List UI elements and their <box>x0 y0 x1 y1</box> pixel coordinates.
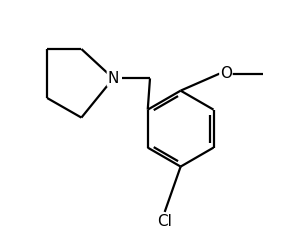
Text: Cl: Cl <box>157 214 172 229</box>
Text: O: O <box>220 66 232 81</box>
Text: N: N <box>108 71 119 86</box>
